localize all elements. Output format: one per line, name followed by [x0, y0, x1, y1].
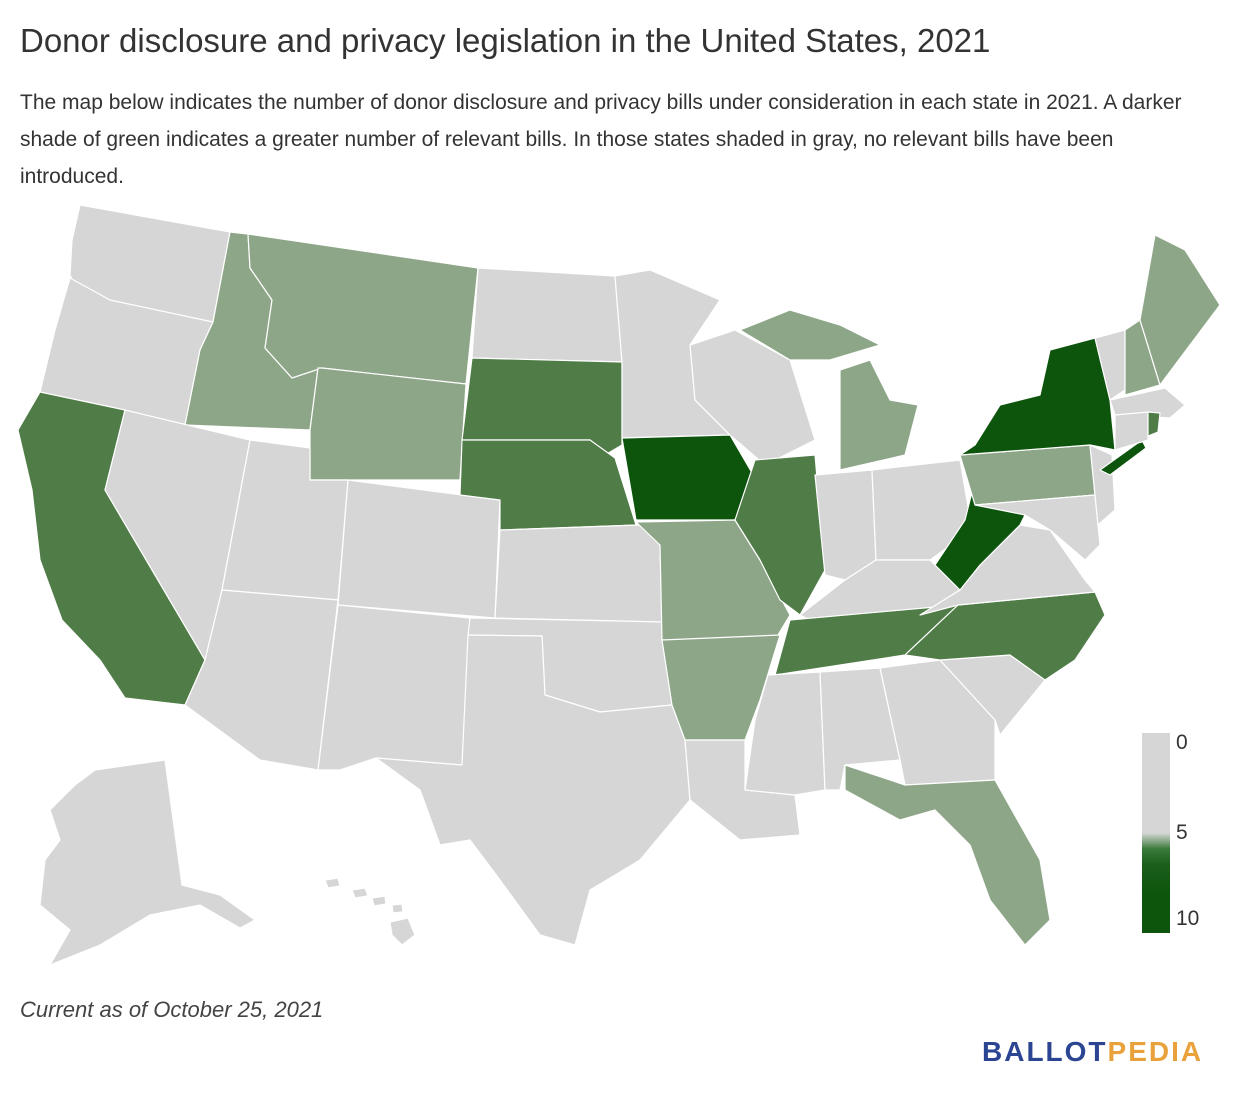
state-alaska[interactable]	[39, 759, 256, 966]
state-texas[interactable]	[375, 634, 691, 946]
color-legend: 0 5 10	[1140, 731, 1230, 935]
logo-text-ballot: BALLOT	[982, 1036, 1108, 1067]
legend-label-max: 10	[1176, 907, 1200, 930]
state-wisconsin[interactable]	[689, 329, 816, 466]
map-description: The map below indicates the number of do…	[20, 91, 1182, 188]
state-indiana[interactable]	[814, 469, 877, 581]
state-new-york-long-island[interactable]	[1099, 439, 1147, 476]
page-title: Donor disclosure and privacy legislation…	[20, 22, 991, 59]
state-colorado[interactable]	[337, 479, 501, 619]
current-as-of-note: Current as of October 25, 2021	[20, 997, 324, 1022]
legend-label-min: 0	[1176, 731, 1188, 754]
ballotpedia-logo[interactable]: BALLOTPEDIA	[982, 1036, 1203, 1068]
state-wyoming[interactable]	[309, 367, 467, 481]
logo-text-pedia: PEDIA	[1107, 1036, 1204, 1067]
state-north-dakota[interactable]	[471, 267, 623, 363]
legend-label-mid: 5	[1176, 821, 1188, 844]
state-montana[interactable]	[247, 233, 479, 385]
us-map	[0, 190, 1240, 980]
state-iowa[interactable]	[621, 434, 756, 521]
state-illinois[interactable]	[734, 454, 826, 616]
state-connecticut[interactable]	[1114, 411, 1149, 451]
state-michigan-upper[interactable]	[739, 309, 881, 361]
state-new-york[interactable]	[959, 337, 1116, 456]
state-rhode-island[interactable]	[1147, 411, 1161, 437]
state-massachusetts[interactable]	[1109, 387, 1186, 419]
state-kansas[interactable]	[494, 524, 663, 623]
state-michigan[interactable]	[839, 359, 919, 471]
state-louisiana[interactable]	[684, 739, 801, 841]
state-hawaii[interactable]	[324, 877, 416, 946]
state-maine[interactable]	[1139, 234, 1221, 386]
state-florida[interactable]	[844, 764, 1051, 946]
legend-gradient-bar	[1142, 733, 1170, 933]
state-new-mexico[interactable]	[317, 604, 471, 771]
